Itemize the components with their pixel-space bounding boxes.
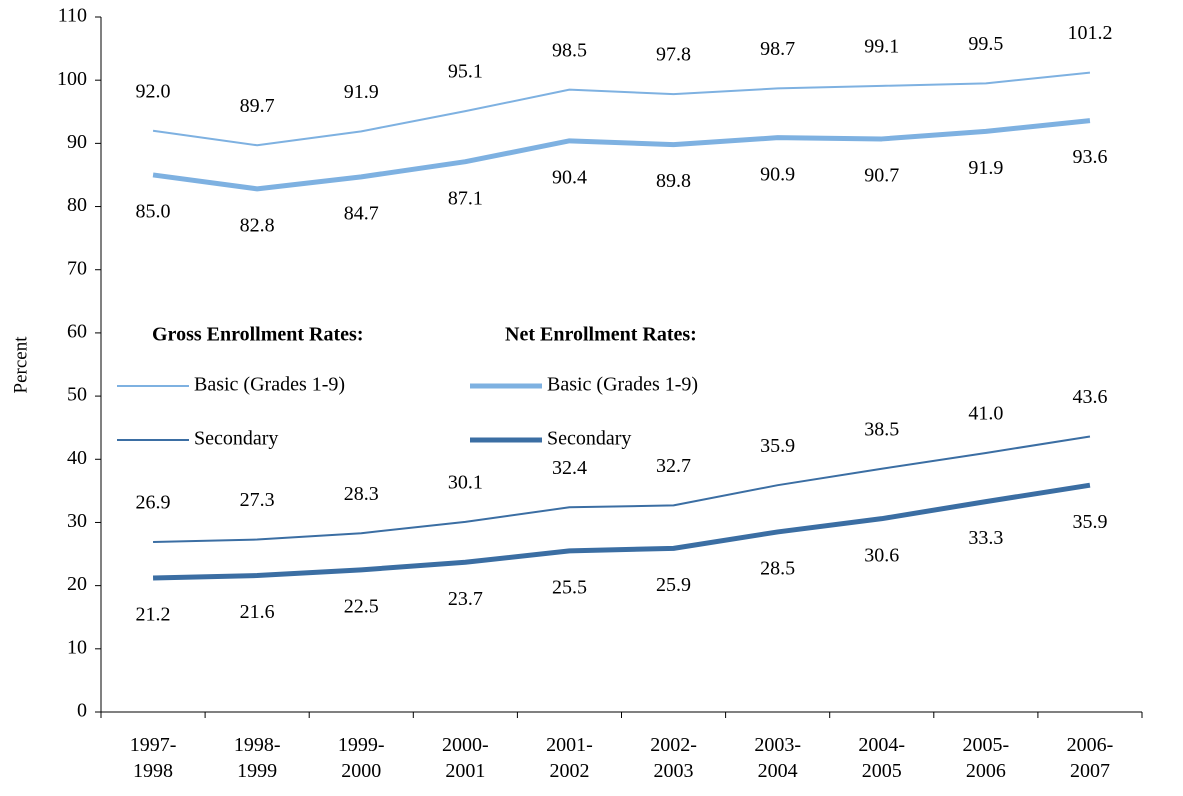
x-tick-label: 2005- 2006 — [963, 734, 1010, 782]
data-label: 25.9 — [656, 574, 691, 596]
legend-title: Gross Enrollment Rates: — [152, 324, 363, 346]
x-tick-label-line: 1997- — [130, 734, 177, 756]
series-line — [152, 71, 1091, 147]
data-label: 43.6 — [1072, 386, 1107, 408]
data-label: 89.8 — [656, 170, 691, 192]
data-label: 99.5 — [968, 33, 1003, 55]
data-label: 92.0 — [136, 80, 171, 102]
data-label: 90.7 — [864, 165, 899, 187]
data-label: 89.7 — [240, 95, 275, 117]
x-tick-label-line: 2003 — [654, 760, 694, 782]
y-tick-label: 40 — [67, 447, 87, 469]
series-line — [153, 435, 1091, 544]
y-tick-label: 0 — [77, 700, 87, 722]
y-tick-label: 90 — [67, 131, 87, 153]
x-tick-label-line: 2001 — [445, 760, 485, 782]
y-tick-label: 60 — [67, 321, 87, 343]
data-label: 35.9 — [760, 435, 795, 457]
y-tick-label: 10 — [67, 636, 87, 658]
legend-label: Secondary — [194, 428, 278, 450]
series-line — [152, 482, 1091, 581]
y-tick-label: 80 — [67, 194, 87, 216]
data-label: 35.9 — [1072, 511, 1107, 533]
data-label: 98.5 — [552, 39, 587, 61]
data-label: 90.4 — [552, 166, 587, 188]
x-tick-label-line: 2000- — [442, 734, 489, 756]
data-label: 21.6 — [240, 601, 275, 623]
x-tick-label-line: 2002- — [650, 734, 697, 756]
data-label: 41.0 — [968, 403, 1003, 425]
data-label: 87.1 — [448, 187, 483, 209]
y-tick-label: 50 — [67, 384, 87, 406]
y-tick-label: 20 — [67, 573, 87, 595]
data-label: 30.1 — [448, 471, 483, 493]
data-label: 32.4 — [552, 457, 587, 479]
series-line — [152, 118, 1091, 192]
data-label: 32.7 — [656, 455, 691, 477]
data-label: 95.1 — [448, 61, 483, 83]
data-label: 21.2 — [136, 604, 171, 626]
x-tick-label-line: 1998 — [133, 760, 173, 782]
data-label: 26.9 — [136, 492, 171, 514]
data-label: 91.9 — [344, 81, 379, 103]
x-tick-label: 1998- 1999 — [234, 734, 281, 782]
legend-label: Secondary — [547, 428, 631, 450]
x-tick-label: 1999- 2000 — [338, 734, 385, 782]
x-tick-label: 2001- 2002 — [546, 734, 593, 782]
data-label: 38.5 — [864, 418, 899, 440]
x-tick-label-line: 1998- — [234, 734, 281, 756]
data-label: 85.0 — [136, 201, 171, 223]
y-axis-label: Percent — [10, 336, 31, 394]
x-tick-label: 2004- 2005 — [858, 734, 905, 782]
data-label: 98.7 — [760, 38, 795, 60]
data-label: 23.7 — [448, 588, 483, 610]
x-tick-label: 2002- 2003 — [650, 734, 697, 782]
x-tick-label-line: 2003- — [754, 734, 801, 756]
data-label: 91.9 — [968, 157, 1003, 179]
x-tick-label-line: 2005 — [862, 760, 902, 782]
y-tick-label: 100 — [57, 68, 87, 90]
data-label: 97.8 — [656, 44, 691, 66]
x-tick-label: 2000- 2001 — [442, 734, 489, 782]
x-tick-label-line: 2004- — [858, 734, 905, 756]
legend-label: Basic (Grades 1-9) — [547, 374, 698, 396]
data-label: 90.9 — [760, 163, 795, 185]
data-label: 28.3 — [344, 483, 379, 505]
x-tick-label-line: 2007 — [1070, 760, 1110, 782]
data-label: 33.3 — [968, 527, 1003, 549]
x-tick-label: 2006- 2007 — [1067, 734, 1114, 782]
legend-title: Net Enrollment Rates: — [505, 324, 697, 346]
x-tick-label-line: 2001- — [546, 734, 593, 756]
x-tick-label-line: 2004 — [758, 760, 798, 782]
data-label: 30.6 — [864, 544, 899, 566]
x-tick-label-line: 1999 — [237, 760, 277, 782]
data-label: 25.5 — [552, 576, 587, 598]
data-label: 27.3 — [240, 489, 275, 511]
x-tick-label-line: 2006- — [1067, 734, 1114, 756]
x-tick-label-line: 2000 — [341, 760, 381, 782]
x-tick-label-line: 2006 — [966, 760, 1006, 782]
x-tick-label-line: 2002 — [549, 760, 589, 782]
y-tick-label: 110 — [58, 5, 87, 27]
data-label: 84.7 — [344, 202, 379, 224]
data-label: 93.6 — [1072, 146, 1107, 168]
x-tick-label: 2003- 2004 — [754, 734, 801, 782]
y-tick-label: 70 — [67, 257, 87, 279]
data-label: 82.8 — [240, 214, 275, 236]
data-label: 101.2 — [1067, 22, 1112, 44]
data-label: 28.5 — [760, 558, 795, 580]
data-label: 22.5 — [344, 595, 379, 617]
x-tick-label-line: 2005- — [963, 734, 1010, 756]
x-tick-label-line: 1999- — [338, 734, 385, 756]
x-tick-label: 1997- 1998 — [130, 734, 177, 782]
data-label: 99.1 — [864, 35, 899, 57]
y-tick-label: 30 — [67, 510, 87, 532]
legend-label: Basic (Grades 1-9) — [194, 374, 345, 396]
